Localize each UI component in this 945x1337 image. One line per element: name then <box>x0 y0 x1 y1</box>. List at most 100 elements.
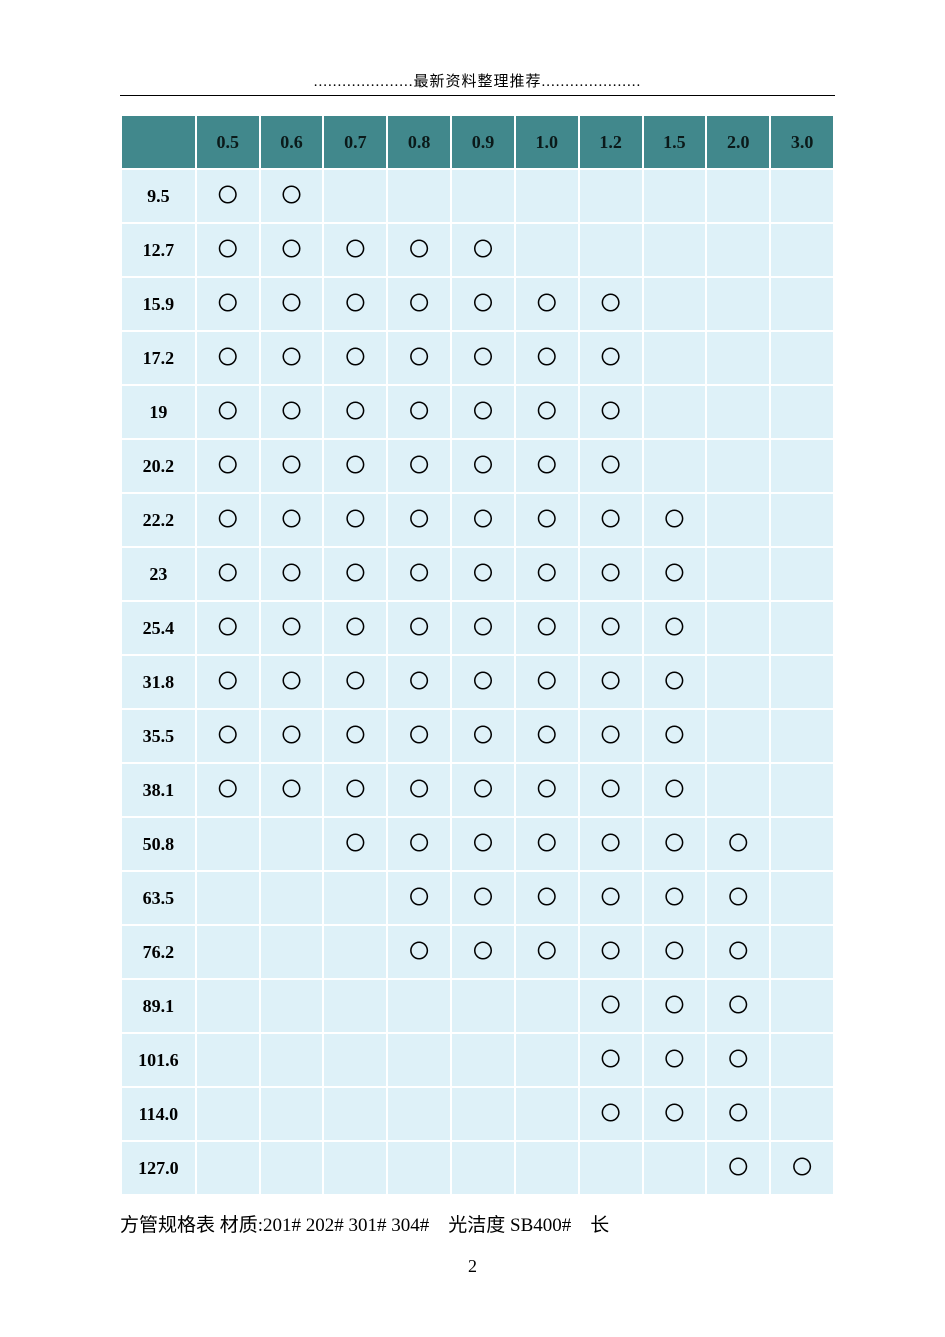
circle-mark-icon: 〇 <box>664 1049 684 1071</box>
circle-mark-icon: 〇 <box>473 779 493 801</box>
circle-mark-icon: 〇 <box>345 833 365 855</box>
circle-mark-icon: 〇 <box>664 779 684 801</box>
circle-mark-icon: 〇 <box>473 239 493 261</box>
table-cell: 〇 <box>196 601 260 655</box>
circle-mark-icon: 〇 <box>473 563 493 585</box>
table-cell: 〇 <box>451 709 515 763</box>
circle-mark-icon: 〇 <box>537 833 557 855</box>
circle-mark-icon: 〇 <box>345 293 365 315</box>
table-cell <box>323 979 387 1033</box>
circle-mark-icon: 〇 <box>409 941 429 963</box>
table-cell <box>515 1141 579 1195</box>
circle-mark-icon: 〇 <box>218 239 238 261</box>
table-cell <box>643 439 707 493</box>
circle-mark-icon: 〇 <box>218 617 238 639</box>
circle-mark-icon: 〇 <box>473 401 493 423</box>
circle-mark-icon: 〇 <box>345 509 365 531</box>
circle-mark-icon: 〇 <box>537 563 557 585</box>
circle-mark-icon: 〇 <box>601 887 621 909</box>
circle-mark-icon: 〇 <box>218 779 238 801</box>
circle-mark-icon: 〇 <box>664 509 684 531</box>
table-cell: 〇 <box>323 763 387 817</box>
table-cell: 〇 <box>387 547 451 601</box>
circle-mark-icon: 〇 <box>282 185 302 207</box>
row-label: 76.2 <box>121 925 196 979</box>
table-cell <box>387 1087 451 1141</box>
table-cell: 〇 <box>260 655 324 709</box>
table-cell <box>770 277 834 331</box>
table-cell <box>260 925 324 979</box>
table-cell: 〇 <box>515 655 579 709</box>
table-cell <box>451 1033 515 1087</box>
circle-mark-icon: 〇 <box>282 671 302 693</box>
table-cell: 〇 <box>706 1087 770 1141</box>
table-cell <box>643 223 707 277</box>
circle-mark-icon: 〇 <box>282 509 302 531</box>
table-cell <box>196 1087 260 1141</box>
col-header: 0.7 <box>323 115 387 169</box>
circle-mark-icon: 〇 <box>601 293 621 315</box>
table-row: 89.1〇〇〇 <box>121 979 834 1033</box>
circle-mark-icon: 〇 <box>473 293 493 315</box>
table-cell: 〇 <box>643 871 707 925</box>
circle-mark-icon: 〇 <box>218 401 238 423</box>
circle-mark-icon: 〇 <box>218 509 238 531</box>
circle-mark-icon: 〇 <box>728 1157 748 1179</box>
col-header: 2.0 <box>706 115 770 169</box>
circle-mark-icon: 〇 <box>728 1049 748 1071</box>
table-cell <box>706 223 770 277</box>
row-label: 25.4 <box>121 601 196 655</box>
table-row: 38.1〇〇〇〇〇〇〇〇 <box>121 763 834 817</box>
table-cell: 〇 <box>451 601 515 655</box>
table-cell: 〇 <box>323 655 387 709</box>
col-header: 1.5 <box>643 115 707 169</box>
table-cell: 〇 <box>579 817 643 871</box>
page-header: .....................最新资料整理推荐...........… <box>120 70 835 96</box>
circle-mark-icon: 〇 <box>601 563 621 585</box>
table-cell <box>643 277 707 331</box>
table-cell <box>515 979 579 1033</box>
table-cell: 〇 <box>515 601 579 655</box>
col-header: 0.6 <box>260 115 324 169</box>
table-cell <box>770 547 834 601</box>
col-header: 3.0 <box>770 115 834 169</box>
table-row: 12.7〇〇〇〇〇 <box>121 223 834 277</box>
table-cell: 〇 <box>387 709 451 763</box>
circle-mark-icon: 〇 <box>601 1103 621 1125</box>
row-label: 19 <box>121 385 196 439</box>
table-cell <box>579 1141 643 1195</box>
row-label: 114.0 <box>121 1087 196 1141</box>
table-cell <box>706 601 770 655</box>
circle-mark-icon: 〇 <box>601 455 621 477</box>
table-cell <box>323 871 387 925</box>
table-cell <box>770 979 834 1033</box>
table-cell: 〇 <box>196 493 260 547</box>
table-cell <box>770 1087 834 1141</box>
table-cell: 〇 <box>323 817 387 871</box>
table-cell: 〇 <box>643 547 707 601</box>
table-cell <box>579 223 643 277</box>
circle-mark-icon: 〇 <box>409 617 429 639</box>
table-header-row: 0.5 0.6 0.7 0.8 0.9 1.0 1.2 1.5 2.0 3.0 <box>121 115 834 169</box>
table-cell: 〇 <box>323 493 387 547</box>
circle-mark-icon: 〇 <box>664 1103 684 1125</box>
table-cell: 〇 <box>323 331 387 385</box>
table-cell: 〇 <box>451 763 515 817</box>
table-cell: 〇 <box>643 925 707 979</box>
table-cell: 〇 <box>260 385 324 439</box>
table-cell: 〇 <box>196 763 260 817</box>
circle-mark-icon: 〇 <box>409 563 429 585</box>
table-cell <box>706 331 770 385</box>
table-cell <box>451 979 515 1033</box>
row-label: 15.9 <box>121 277 196 331</box>
table-cell <box>196 817 260 871</box>
table-row: 23〇〇〇〇〇〇〇〇 <box>121 547 834 601</box>
table-cell <box>770 925 834 979</box>
row-label: 20.2 <box>121 439 196 493</box>
row-label: 63.5 <box>121 871 196 925</box>
row-label: 12.7 <box>121 223 196 277</box>
table-row: 63.5〇〇〇〇〇〇 <box>121 871 834 925</box>
circle-mark-icon: 〇 <box>409 347 429 369</box>
table-cell <box>643 385 707 439</box>
circle-mark-icon: 〇 <box>537 347 557 369</box>
